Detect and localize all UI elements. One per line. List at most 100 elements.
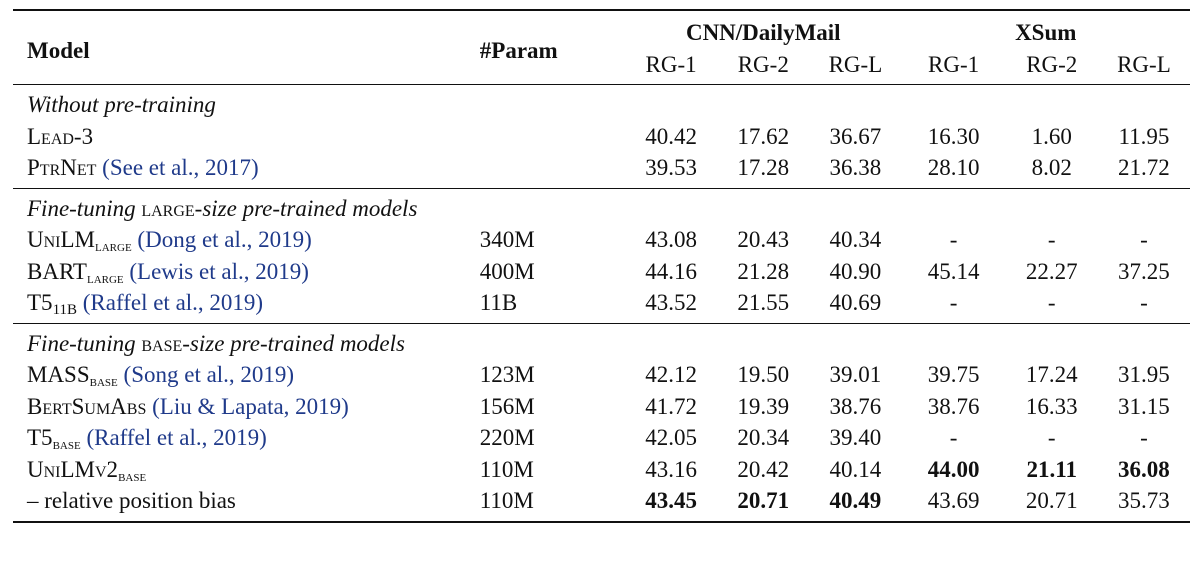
table-row: BARTlarge (Lewis et al., 2019) 400M 44.1…	[13, 256, 1190, 288]
score-cell: 8.02	[1031, 155, 1072, 180]
section-header-without-pretraining: Without pre-training	[13, 84, 1190, 121]
metric-header: RG-L	[828, 51, 883, 77]
score-cell: 17.24	[1025, 362, 1078, 387]
model-name-cell: UniLMlarge (Dong et al., 2019)	[27, 227, 312, 255]
table-row: UniLMlarge (Dong et al., 2019) 340M 43.0…	[13, 224, 1190, 256]
score-cell-best: 40.49	[809, 485, 902, 523]
citation-link[interactable]: (Raffel et al., 2019)	[86, 425, 267, 450]
score-cell: -	[1140, 227, 1148, 252]
score-cell: 43.52	[645, 290, 697, 315]
param-cell: 110M	[479, 456, 534, 482]
metric-header: RG-1	[645, 51, 697, 77]
score-cell: 42.05	[645, 425, 697, 450]
citation-link[interactable]: (Raffel et al., 2019)	[82, 290, 264, 315]
score-cell-best: 21.11	[1026, 456, 1077, 482]
metric-header: RG-2	[1026, 51, 1078, 77]
table-row: MASSbase (Song et al., 2019) 123M 42.12 …	[13, 359, 1190, 391]
score-cell: 31.15	[1118, 393, 1170, 419]
score-cell: 43.16	[645, 456, 697, 482]
citation-link[interactable]: (Song et al., 2019)	[123, 362, 295, 387]
score-cell: 20.34	[737, 425, 790, 450]
cnn-dailymail-group-header: CNN/DailyMail	[625, 9, 902, 49]
param-cell	[468, 121, 625, 153]
param-cell: 220M	[479, 425, 535, 450]
score-cell: 39.40	[829, 425, 882, 450]
score-cell: 21.28	[737, 258, 790, 284]
section-header-base-models: Fine-tuning base-size pre-trained models	[13, 322, 1190, 359]
score-cell: 16.30	[927, 123, 980, 149]
score-cell: 38.76	[829, 393, 882, 419]
citation-link[interactable]: (Liu & Lapata, 2019)	[152, 393, 349, 419]
param-column-header: #Param	[467, 9, 626, 85]
score-cell: -	[949, 227, 958, 252]
param-cell: 156M	[479, 393, 535, 419]
score-cell: 37.25	[1118, 258, 1170, 284]
score-cell: 43.08	[645, 227, 697, 252]
score-cell: 40.14	[829, 456, 882, 482]
model-name-cell: – relative position bias	[13, 485, 468, 523]
score-cell-best: 44.00	[927, 456, 980, 482]
score-cell: 35.73	[1097, 485, 1190, 523]
score-cell: 36.38	[829, 155, 882, 180]
score-cell: 38.76	[927, 393, 980, 419]
score-cell: 42.12	[645, 362, 697, 387]
param-cell: 123M	[479, 362, 535, 387]
section-header-large-models: Fine-tuning large-size pre-trained model…	[13, 187, 1190, 224]
param-cell: 11B	[479, 290, 518, 315]
header-row-groups: Model #Param CNN/DailyMail XSum	[13, 9, 1190, 85]
section-title: Fine-tuning large-size pre-trained model…	[13, 187, 1190, 224]
score-cell: 21.55	[737, 290, 790, 315]
score-cell: 40.69	[829, 290, 882, 315]
score-cell: 20.42	[737, 456, 790, 482]
score-cell: 19.39	[737, 393, 790, 419]
model-column-header: Model	[13, 9, 468, 85]
table-row: – relative position bias 110M 43.45 20.7…	[13, 485, 1190, 523]
score-cell: 1.60	[1031, 123, 1072, 149]
score-cell: 39.01	[829, 362, 882, 387]
header-row-metrics: RG-1 RG-2 RG-L RG-1 RG-2 RG-L	[13, 49, 1190, 85]
score-cell: 40.42	[645, 123, 697, 149]
citation-link[interactable]: (See et al., 2017)	[102, 155, 259, 180]
score-cell: 21.72	[1118, 155, 1170, 180]
citation-link[interactable]: (Dong et al., 2019)	[137, 227, 312, 252]
score-cell: 39.75	[927, 362, 980, 387]
score-cell-best: 43.45	[625, 485, 718, 523]
score-cell: -	[1047, 290, 1056, 315]
score-cell: 28.10	[927, 155, 980, 180]
score-cell: 39.53	[645, 155, 697, 180]
param-cell: 340M	[479, 227, 535, 252]
table-row: Lead-3 40.42 17.62 36.67 16.30 1.60 11.9…	[13, 121, 1190, 153]
score-cell: -	[1140, 425, 1148, 450]
score-cell: 19.50	[737, 362, 790, 387]
score-cell: 36.67	[829, 123, 882, 149]
xsum-group-header: XSum	[901, 9, 1190, 49]
score-cell: 17.62	[737, 123, 790, 149]
score-cell: 16.33	[1025, 393, 1078, 419]
score-cell: 20.71	[1005, 485, 1098, 523]
score-cell: 43.69	[901, 485, 1006, 523]
metric-header: RG-2	[737, 51, 789, 77]
score-cell: 31.95	[1118, 362, 1170, 387]
table-row: T5base (Raffel et al., 2019) 220M 42.05 …	[13, 422, 1190, 454]
model-name-cell: T5base (Raffel et al., 2019)	[27, 425, 267, 453]
score-cell: 41.72	[645, 393, 697, 419]
score-cell: -	[1140, 290, 1148, 315]
model-name-cell: BARTlarge (Lewis et al., 2019)	[27, 258, 309, 287]
table-row: UniLMv2base 110M 43.16 20.42 40.14 44.00…	[13, 454, 1190, 486]
param-cell: 110M	[467, 485, 626, 523]
score-cell-best: 20.71	[717, 485, 810, 523]
score-cell: 20.43	[737, 227, 790, 252]
score-cell: 45.14	[927, 258, 980, 284]
table-row: T511B (Raffel et al., 2019) 11B 43.52 21…	[13, 287, 1190, 323]
model-name-cell: UniLMv2base	[27, 456, 147, 485]
score-cell: 11.95	[1118, 123, 1170, 149]
table-row: BertSumAbs (Liu & Lapata, 2019) 156M 41.…	[13, 391, 1190, 423]
model-name-cell: Lead-3	[27, 123, 94, 149]
summarization-results-table: Model #Param CNN/DailyMail XSum RG-1 RG-…	[13, 9, 1190, 523]
citation-link[interactable]: (Lewis et al., 2019)	[129, 258, 309, 284]
param-cell	[468, 152, 625, 188]
metric-header: RG-1	[928, 51, 980, 77]
metric-header: RG-L	[1117, 51, 1171, 77]
score-cell: 22.27	[1025, 258, 1078, 284]
score-cell: -	[1047, 425, 1056, 450]
